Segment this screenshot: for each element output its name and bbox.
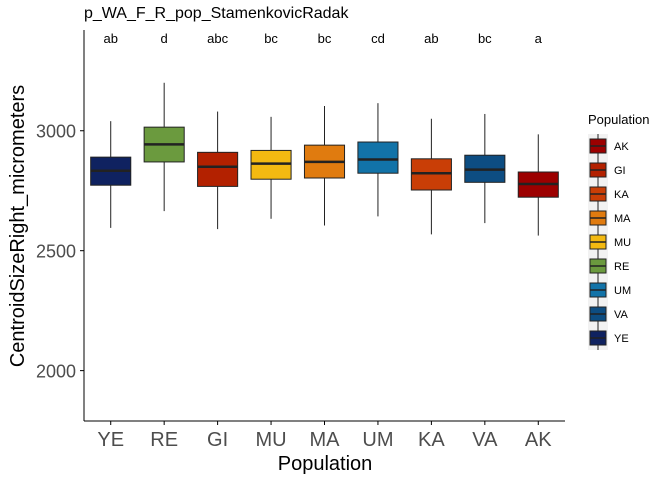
x-axis-title: Population (278, 453, 373, 475)
y-tick-label: 3000 (36, 122, 76, 142)
legend-label-va: VA (614, 309, 629, 321)
box-gi (197, 151, 239, 187)
significance-letter-mu: bc (264, 31, 278, 46)
legend-label-ye: YE (614, 333, 629, 345)
significance-letter-ma: bc (318, 31, 332, 46)
legend-label-gi: GI (614, 165, 626, 177)
box-um (357, 141, 399, 174)
x-tick-label-um: UM (362, 429, 393, 451)
legend-label-ka: KA (614, 189, 629, 201)
significance-letter-va: bc (478, 31, 492, 46)
x-tick-label-ye: YE (97, 429, 124, 451)
y-tick-label: 2500 (36, 242, 76, 262)
legend-title: Population (588, 112, 649, 127)
legend-label-re: RE (614, 261, 629, 273)
legend-label-um: UM (614, 285, 631, 297)
legend-label-ma: MA (614, 213, 631, 225)
y-axis-title: CentroidSizeRight_micrometers (7, 85, 29, 367)
x-tick-label-gi: GI (207, 429, 228, 451)
x-tick-label-ka: KA (418, 429, 445, 451)
legend-label-mu: MU (614, 237, 631, 249)
significance-letter-ye: ab (103, 31, 117, 46)
chart-title: p_WA_F_R_pop_StamenkovicRadak (84, 5, 349, 22)
significance-letter-ka: ab (424, 31, 438, 46)
legend: Population AK GI KA MA MU RE UM VA YE (588, 112, 649, 350)
significance-letter-re: d (161, 31, 168, 46)
plot-area (90, 82, 559, 236)
significance-letter-ak: a (535, 31, 543, 46)
legend-label-ak: AK (614, 141, 629, 153)
significance-letter-gi: abc (207, 31, 228, 46)
x-tick-label-re: RE (150, 429, 178, 451)
x-tick-label-ak: AK (525, 429, 552, 451)
x-tick-label-mu: MU (256, 429, 287, 451)
x-tick-label-va: VA (472, 429, 498, 451)
x-tick-label-ma: MA (310, 429, 341, 451)
y-tick-label: 2000 (36, 362, 76, 382)
significance-letter-um: cd (371, 31, 385, 46)
